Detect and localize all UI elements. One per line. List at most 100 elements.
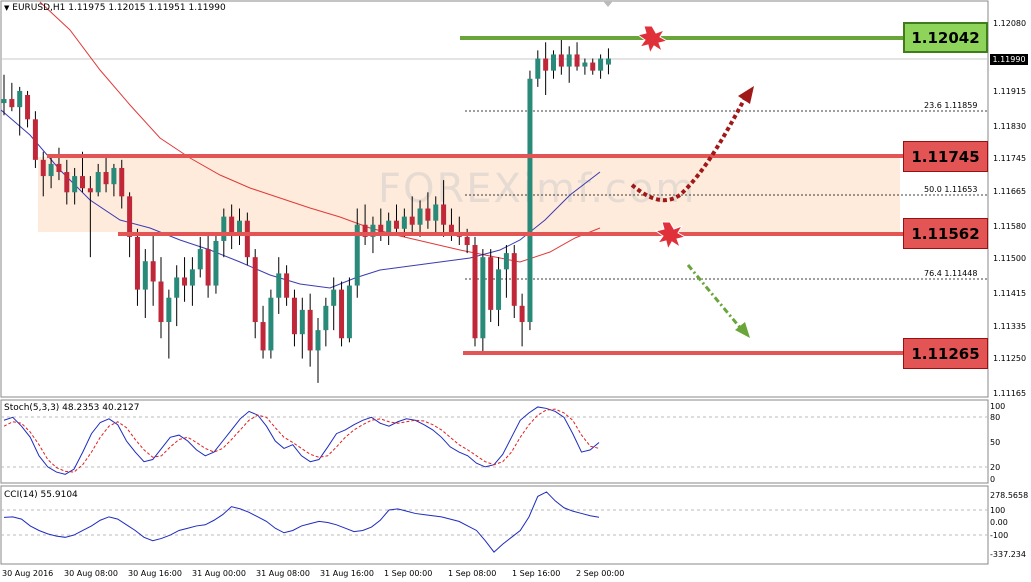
bullish-candle	[17, 90, 23, 108]
resistance-level-label: 1.12042	[903, 22, 988, 53]
svg-text:2 Sep 00:00: 2 Sep 00:00	[576, 569, 624, 578]
bullish-candle	[315, 330, 321, 351]
bearish-candle	[25, 94, 31, 120]
bullish-candle	[95, 172, 101, 193]
bearish-candle	[32, 119, 38, 160]
bearish-candle	[511, 253, 517, 306]
svg-text:30 Aug 08:00: 30 Aug 08:00	[64, 569, 118, 578]
bearish-candle	[464, 236, 470, 246]
stochastic-main-line	[3, 406, 600, 475]
breakout-marker-zone	[654, 221, 687, 251]
svg-text:1.11500: 1.11500	[993, 254, 1026, 263]
bearish-candle	[182, 277, 188, 286]
svg-text:1.11165: 1.11165	[993, 389, 1026, 398]
period-separator-marker	[603, 1, 613, 7]
bullish-candle	[386, 220, 392, 233]
bullish-candle	[48, 163, 54, 177]
bullish-candle	[221, 216, 227, 241]
svg-text:1 Sep 08:00: 1 Sep 08:00	[448, 569, 496, 578]
bullish-candle	[582, 62, 588, 67]
bullish-candle	[496, 269, 502, 310]
fib-764-label: 76.4 1.11448	[924, 269, 977, 278]
svg-text:1.12080: 1.12080	[993, 19, 1026, 28]
bearish-candle	[158, 281, 164, 323]
bullish-candle	[605, 58, 611, 65]
svg-text:1.11335: 1.11335	[993, 322, 1026, 331]
bearish-candle	[56, 163, 62, 173]
watermark: FOREXimf.com	[378, 166, 696, 212]
svg-text:1.11580: 1.11580	[993, 222, 1026, 231]
bearish-candle	[394, 220, 399, 229]
bearish-candle	[441, 204, 447, 225]
zone-top-level-label: 1.11745	[903, 141, 988, 172]
bearish-candle	[488, 257, 494, 310]
breakout-marker-resistance	[636, 25, 669, 55]
bullish-candle	[276, 273, 282, 298]
bearish-candle	[229, 216, 235, 233]
cci-line	[3, 491, 600, 553]
svg-text:31 Aug 08:00: 31 Aug 08:00	[256, 569, 310, 578]
collapse-triangle-icon[interactable]: ▼	[4, 4, 10, 12]
bullish-candle	[346, 285, 352, 339]
price-axis: 1.12080 1.11915 1.11830 1.11745 1.11665 …	[993, 19, 1026, 398]
moving-average-fast	[0, 109, 601, 289]
svg-text:-337.234: -337.234	[990, 550, 1026, 559]
bullish-candle	[174, 277, 180, 298]
svg-text:100: 100	[990, 402, 1005, 411]
bearish-candle	[425, 208, 431, 221]
svg-text:50: 50	[990, 438, 1000, 447]
bearish-candle	[80, 176, 85, 189]
bullish-candle	[401, 216, 407, 229]
svg-text:1.11915: 1.11915	[993, 87, 1026, 96]
stochastic-title: Stoch(5,3,3) 48.2353 40.2127	[4, 403, 140, 413]
bearish-candle	[127, 196, 133, 237]
bearish-candle	[260, 322, 266, 351]
svg-text:1.11415: 1.11415	[993, 289, 1026, 298]
bullish-candle	[527, 78, 533, 323]
svg-text:1.11250: 1.11250	[993, 354, 1026, 363]
bearish-candle	[9, 99, 15, 108]
time-axis: 30 Aug 2016 30 Aug 08:00 30 Aug 16:00 31…	[2, 569, 624, 578]
candlestick-series	[1, 38, 611, 383]
svg-text:100: 100	[990, 506, 1005, 515]
cci-panel-frame	[0, 485, 989, 565]
bullish-candle	[1, 99, 7, 104]
stoch-axis: 100 80 50 20 0	[990, 402, 1005, 484]
bullish-candle	[111, 167, 117, 185]
bullish-candle	[566, 54, 572, 67]
bullish-candle	[142, 261, 148, 290]
bullish-candle	[354, 224, 360, 286]
svg-text:1.11830: 1.11830	[993, 122, 1026, 131]
bearish-candle	[87, 188, 93, 193]
cci-title: CCI(14) 55.9104	[4, 490, 78, 500]
bearish-candle	[409, 216, 415, 225]
support-level-label: 1.11265	[903, 338, 988, 369]
bullish-candle	[166, 297, 172, 323]
bearish-candle	[291, 297, 297, 335]
svg-text:0: 0	[990, 475, 995, 484]
bearish-candle	[103, 172, 109, 185]
bullish-candle	[598, 58, 604, 71]
bullish-candle	[551, 54, 556, 71]
svg-text:31 Aug 16:00: 31 Aug 16:00	[320, 569, 374, 578]
bearish-scenario-arrow	[686, 264, 744, 331]
bearish-candle	[574, 54, 580, 67]
fib-236-label: 23.6 1.11859	[924, 101, 977, 110]
svg-text:30 Aug 16:00: 30 Aug 16:00	[128, 569, 182, 578]
bullish-candle	[72, 176, 78, 193]
svg-text:1 Sep 16:00: 1 Sep 16:00	[512, 569, 560, 578]
stoch-panel-frame	[0, 399, 989, 484]
bearish-candle	[472, 245, 478, 339]
bearish-candle	[244, 220, 250, 258]
bearish-candle	[590, 62, 596, 71]
stochastic-signal-line	[3, 408, 600, 473]
bullish-candle	[237, 220, 242, 233]
main-panel-frame	[0, 0, 989, 398]
bullish-candle	[417, 208, 423, 225]
bullish-arrow-head	[738, 86, 754, 104]
svg-text:0.00: 0.00	[990, 518, 1008, 527]
fib-500-label: 50.0 1.11653	[924, 185, 977, 194]
bearish-candle	[339, 289, 345, 339]
